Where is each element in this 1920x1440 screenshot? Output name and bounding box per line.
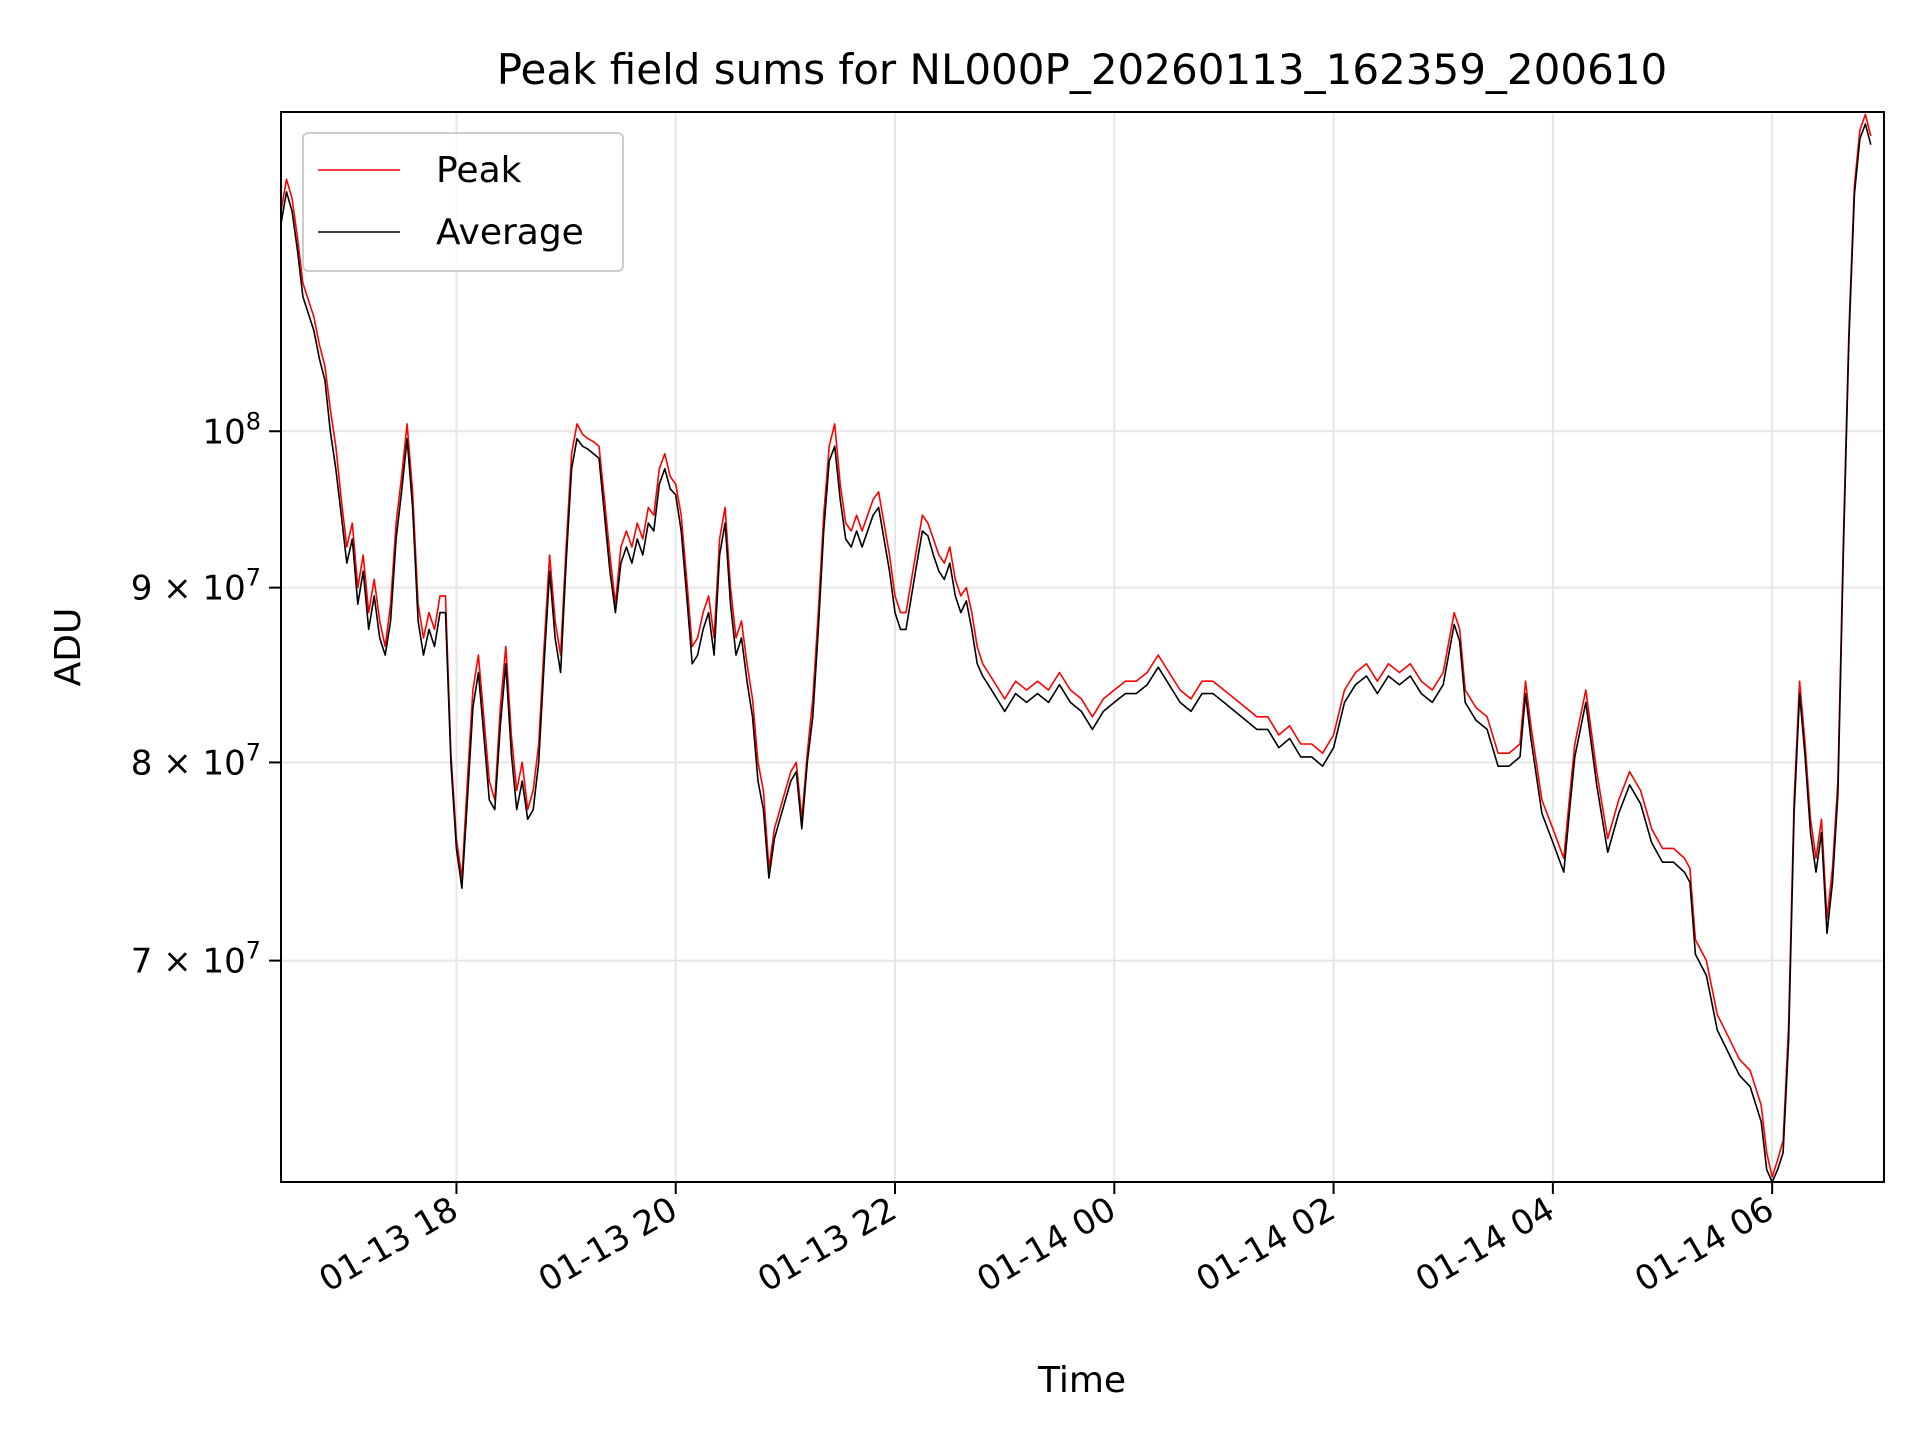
x-axis-label: Time	[1037, 1360, 1126, 1401]
y-tick-label-exponent: 8	[246, 407, 261, 435]
y-axis-label: ADU	[48, 608, 89, 687]
y-tick-label: 8 × 107	[131, 738, 261, 783]
y-tick-label-base: 9 × 10	[131, 569, 246, 609]
y-tick-label-exponent: 7	[246, 937, 261, 965]
y-tick-label: 7 × 107	[131, 937, 261, 982]
y-tick-label-base: 7 × 10	[131, 942, 246, 982]
peak-series-line	[280, 113, 1872, 1178]
plot-frame	[280, 111, 1885, 1183]
y-tick-label: 108	[202, 407, 261, 452]
legend-label-peak: Peak	[436, 150, 522, 191]
average-series-line	[280, 123, 1872, 1183]
y-tick-label: 9 × 107	[131, 564, 261, 609]
y-tick-label-exponent: 7	[246, 564, 261, 592]
legend-label-average: Average	[436, 212, 584, 253]
y-tick-label-base: 10	[202, 412, 245, 452]
legend: Peak Average	[302, 132, 624, 272]
y-tick-label-exponent: 7	[246, 738, 261, 766]
grid-layer	[281, 112, 1884, 1182]
series-layer	[280, 113, 1872, 1183]
chart-title: Peak field sums for NL000P_20260113_1623…	[497, 45, 1668, 94]
legend-box	[302, 132, 624, 272]
y-tick-label-base: 8 × 10	[131, 743, 246, 783]
